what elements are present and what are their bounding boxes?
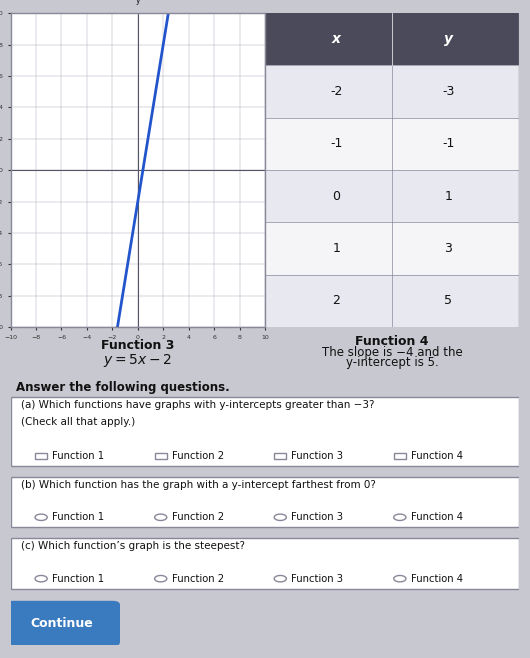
Text: Function 1: Function 1 — [52, 574, 104, 584]
Text: Function 2: Function 2 — [172, 513, 224, 522]
Text: (c) Which function’s graph is the steepest?: (c) Which function’s graph is the steepe… — [21, 542, 245, 551]
Text: Function 2: Function 2 — [172, 451, 224, 461]
Text: (a) Which functions have graphs with y-intercepts greater than −3?: (a) Which functions have graphs with y-i… — [21, 400, 374, 410]
FancyBboxPatch shape — [11, 477, 519, 528]
Text: 0: 0 — [332, 190, 340, 203]
Text: 1: 1 — [332, 242, 340, 255]
Text: (b) Which function has the graph with a y-intercept farthest from 0?: (b) Which function has the graph with a … — [21, 480, 376, 490]
Text: x: x — [271, 166, 276, 174]
Text: Function 3: Function 3 — [292, 574, 343, 584]
FancyBboxPatch shape — [265, 13, 519, 66]
FancyBboxPatch shape — [265, 222, 519, 275]
Text: y: y — [136, 0, 140, 5]
FancyBboxPatch shape — [11, 397, 519, 466]
Text: Function 4: Function 4 — [411, 513, 463, 522]
Text: $y=5x-2$: $y=5x-2$ — [103, 351, 172, 368]
Text: 1: 1 — [444, 190, 452, 203]
FancyBboxPatch shape — [274, 453, 286, 459]
Text: y-intercept is 5.: y-intercept is 5. — [346, 357, 439, 369]
Text: 2: 2 — [332, 294, 340, 307]
Text: Function 1: Function 1 — [52, 451, 104, 461]
Text: x: x — [332, 32, 341, 46]
FancyBboxPatch shape — [265, 275, 519, 327]
Text: Function 4: Function 4 — [411, 451, 463, 461]
Text: -1: -1 — [442, 138, 454, 151]
Text: y: y — [444, 32, 453, 46]
Text: Answer the following questions.: Answer the following questions. — [16, 381, 229, 393]
Text: The slope is −4 and the: The slope is −4 and the — [322, 346, 463, 359]
Text: Function 2: Function 2 — [172, 574, 224, 584]
FancyBboxPatch shape — [265, 118, 519, 170]
Text: Function 3: Function 3 — [101, 339, 174, 352]
FancyBboxPatch shape — [11, 538, 519, 589]
Text: Continue: Continue — [30, 617, 93, 630]
FancyBboxPatch shape — [35, 453, 47, 459]
FancyBboxPatch shape — [3, 601, 120, 646]
Text: Function 4: Function 4 — [356, 335, 429, 348]
Text: (Check all that apply.): (Check all that apply.) — [21, 417, 135, 426]
Text: Function 3: Function 3 — [292, 513, 343, 522]
Text: Function 1: Function 1 — [52, 513, 104, 522]
Text: -3: -3 — [442, 85, 454, 98]
FancyBboxPatch shape — [155, 453, 167, 459]
Text: Function 3: Function 3 — [292, 451, 343, 461]
Text: Function 4: Function 4 — [411, 574, 463, 584]
Text: -1: -1 — [330, 138, 342, 151]
FancyBboxPatch shape — [265, 170, 519, 222]
Text: -2: -2 — [330, 85, 342, 98]
Text: 5: 5 — [444, 294, 452, 307]
Text: 3: 3 — [444, 242, 452, 255]
FancyBboxPatch shape — [265, 66, 519, 118]
FancyBboxPatch shape — [394, 453, 406, 459]
